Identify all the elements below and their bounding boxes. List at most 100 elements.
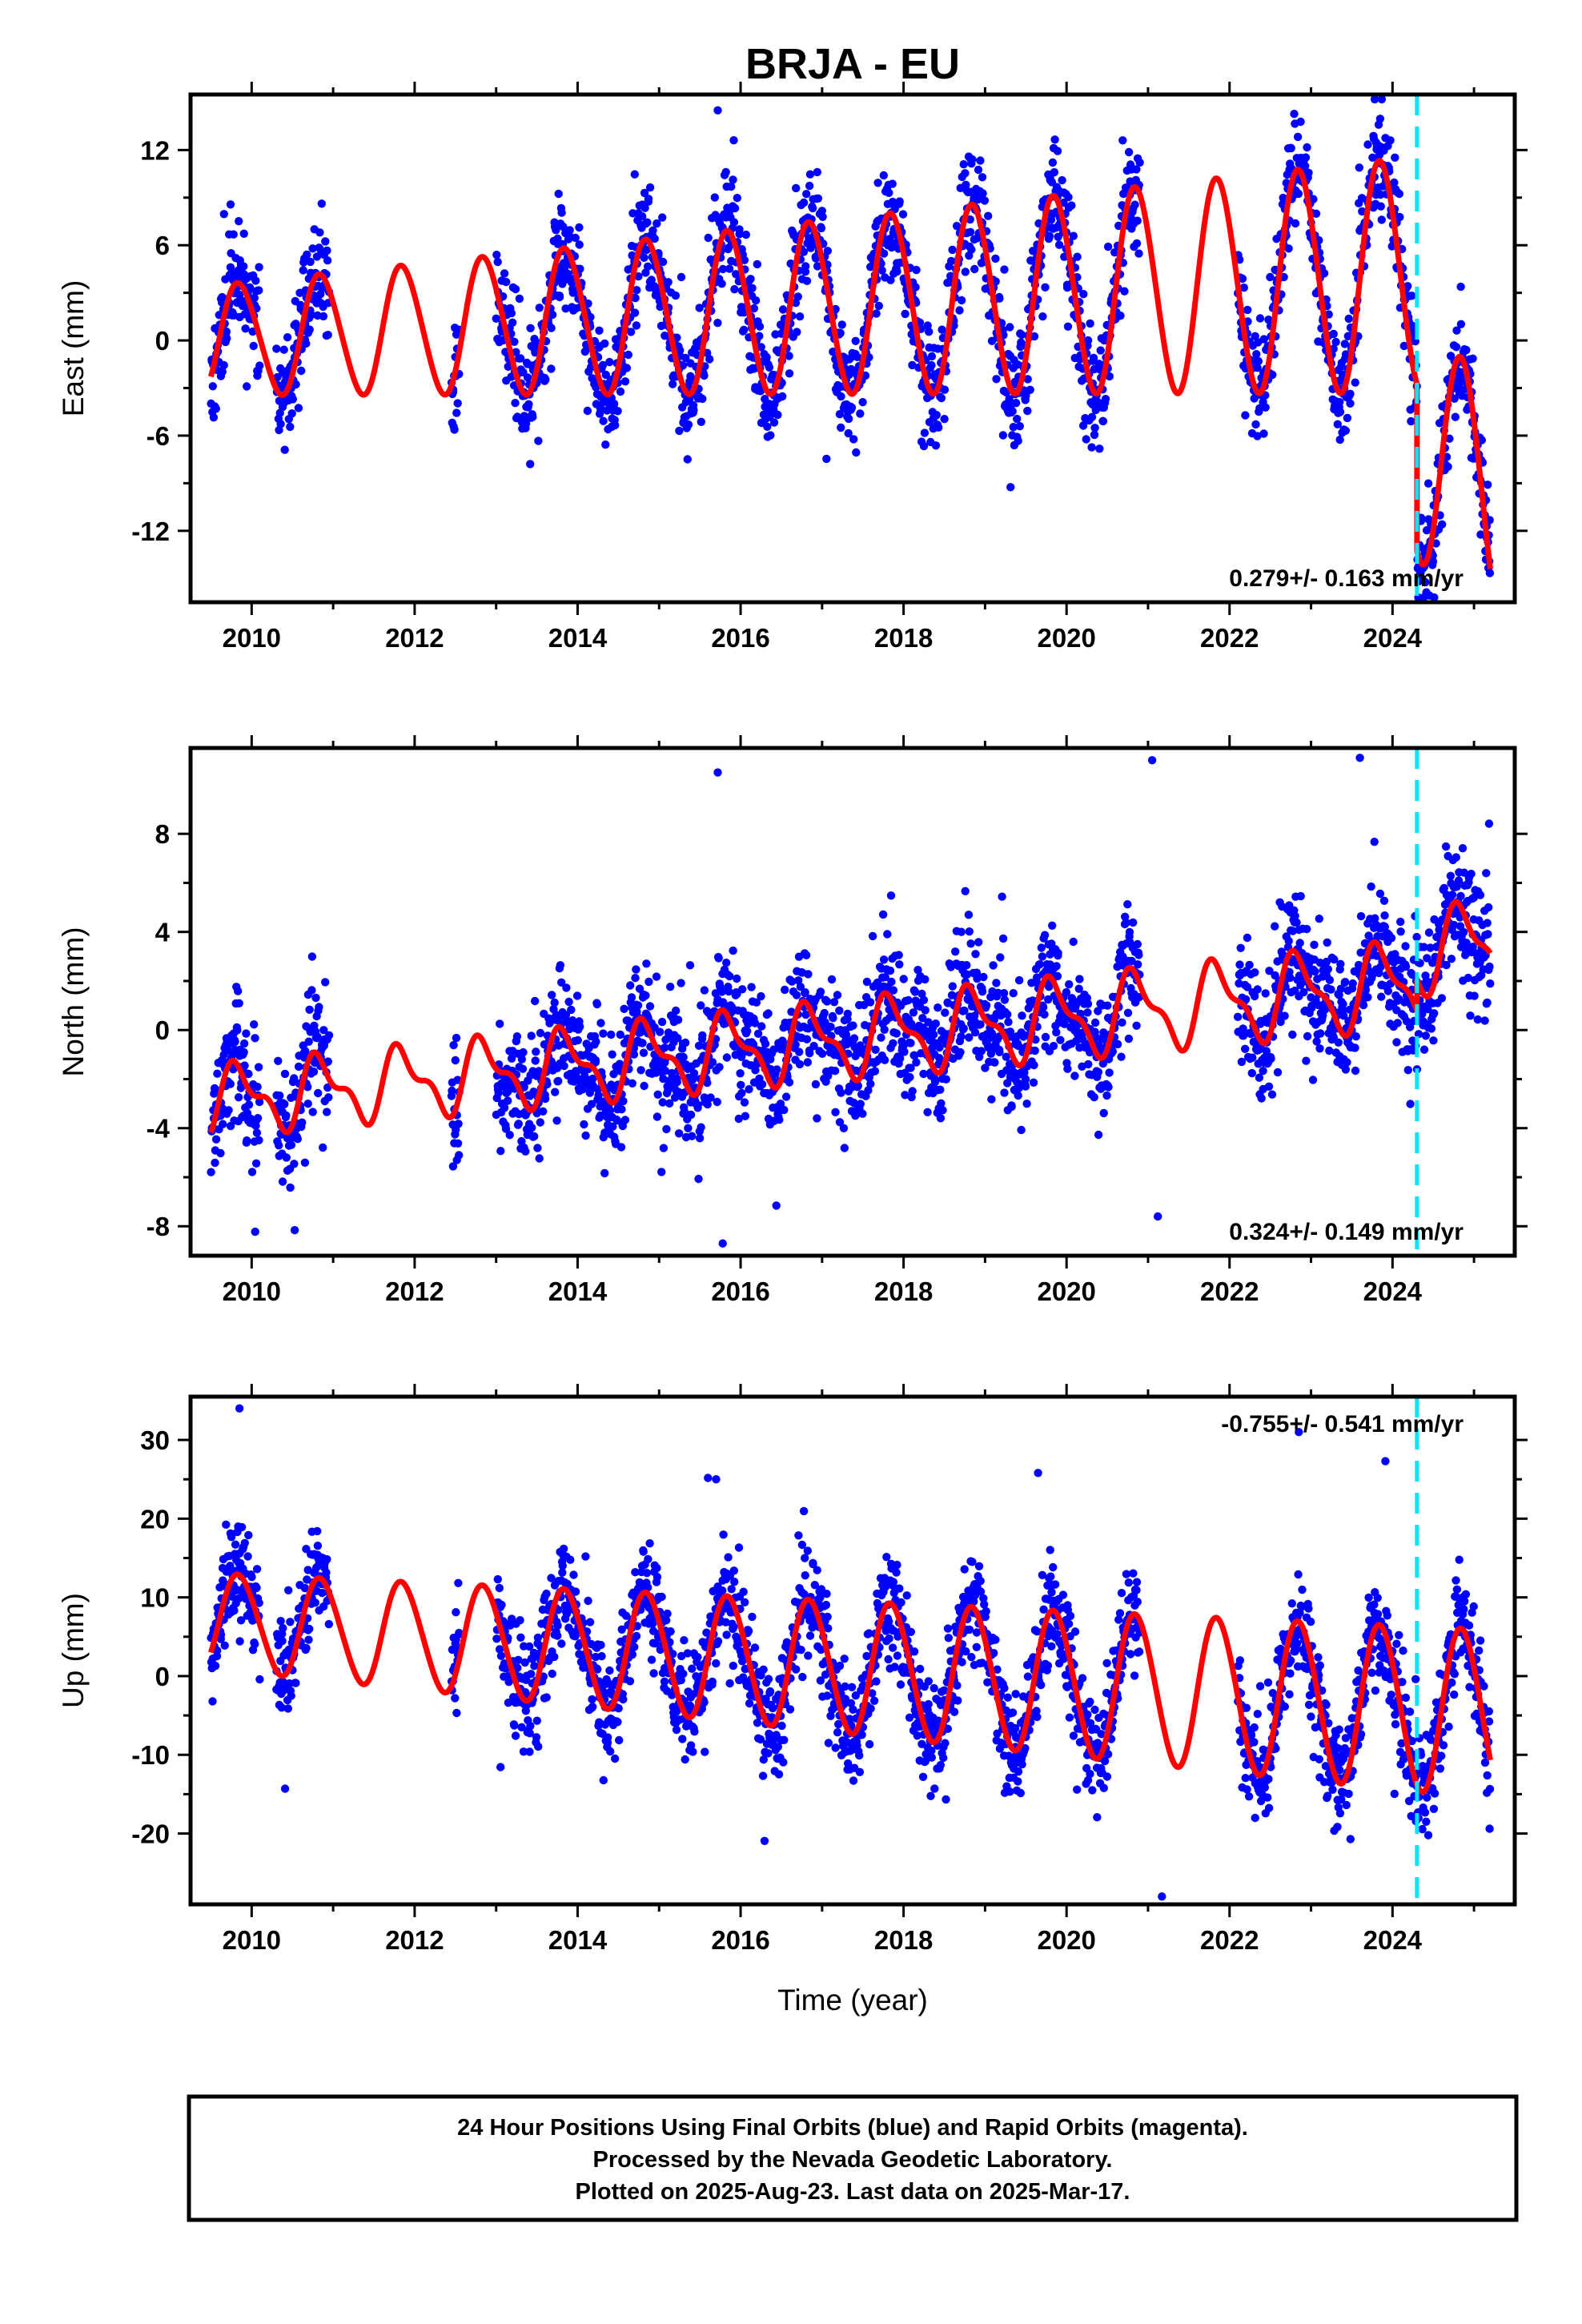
data-point (736, 1069, 745, 1078)
data-point (304, 1037, 313, 1046)
data-point (1429, 1036, 1438, 1045)
data-point (580, 1120, 588, 1129)
data-point (681, 353, 690, 363)
data-point (541, 375, 550, 384)
data-point (573, 1035, 582, 1045)
data-point (805, 170, 815, 179)
data-point (251, 1227, 259, 1236)
data-point (599, 416, 608, 425)
data-point (1301, 153, 1311, 162)
data-point (591, 1055, 600, 1065)
data-point (510, 337, 519, 346)
data-point (1273, 1068, 1283, 1077)
data-point (492, 314, 500, 323)
data-point (280, 1069, 290, 1079)
data-point (1035, 960, 1045, 969)
data-point (1346, 399, 1355, 408)
data-point (1000, 1088, 1009, 1097)
data-point (795, 312, 805, 321)
data-point (730, 285, 739, 294)
data-point (892, 1029, 901, 1038)
data-point (220, 1641, 229, 1650)
data-point (1014, 975, 1024, 985)
data-point (1038, 1003, 1048, 1011)
data-point (226, 263, 235, 271)
data-point (652, 972, 661, 981)
data-point (684, 1124, 693, 1133)
data-point (630, 308, 640, 317)
data-point (792, 183, 801, 193)
data-point (511, 284, 520, 294)
data-point (974, 165, 983, 175)
data-point (1132, 1021, 1141, 1031)
data-point (889, 986, 898, 995)
data-point (962, 961, 971, 970)
data-point (640, 188, 649, 198)
data-point (1375, 115, 1385, 123)
data-point (885, 966, 895, 975)
data-point (243, 382, 251, 391)
data-point (801, 262, 810, 271)
data-point (677, 272, 686, 282)
data-point (307, 952, 317, 961)
data-point (847, 403, 857, 412)
data-point (698, 1031, 707, 1040)
data-point (685, 395, 694, 404)
data-point (740, 1098, 749, 1107)
data-point (757, 1080, 767, 1089)
data-point (964, 911, 974, 919)
outlier-point (713, 768, 722, 777)
data-point (245, 283, 255, 292)
data-point (1116, 312, 1125, 320)
data-point (956, 1047, 965, 1057)
data-point (1233, 1012, 1243, 1022)
data-point (1387, 934, 1396, 943)
data-point (1037, 943, 1046, 952)
data-point (304, 1635, 313, 1644)
data-point (1241, 1044, 1250, 1054)
data-point (1484, 903, 1493, 912)
data-point (976, 1020, 985, 1029)
data-point (1251, 968, 1259, 977)
data-point (1292, 918, 1301, 927)
data-point (640, 1081, 648, 1091)
data-point (1079, 290, 1088, 299)
data-point (632, 965, 640, 974)
data-point (622, 364, 632, 372)
data-point (940, 385, 950, 394)
data-point (965, 927, 974, 936)
data-point (880, 1025, 889, 1035)
data-point (211, 1135, 221, 1144)
data-point (822, 997, 832, 1006)
panel-east: 2010 2012 2014 2016 2018 2020 2022 20241260-6-1… (57, 82, 1528, 653)
data-point (1090, 1018, 1100, 1027)
y-tick-label: 12 (140, 135, 170, 165)
x-tick-label: 2024 (1363, 623, 1423, 653)
data-point (888, 179, 897, 188)
data-point (970, 1028, 980, 1037)
data-point (729, 175, 737, 184)
data-point (1243, 933, 1252, 943)
data-point (652, 219, 661, 228)
data-point (1456, 891, 1465, 901)
data-point (698, 394, 707, 404)
data-point (1336, 959, 1345, 969)
data-point (1456, 320, 1466, 328)
data-point (1355, 163, 1364, 172)
data-point (713, 319, 722, 328)
data-point (454, 1120, 463, 1128)
x-tick-label: 2020 (1037, 1277, 1095, 1306)
data-point (934, 423, 943, 432)
data-point (725, 971, 734, 981)
data-point (556, 961, 565, 970)
data-point (805, 181, 814, 191)
outlier-point (1355, 754, 1364, 762)
data-point (817, 1049, 827, 1059)
data-point (1271, 922, 1279, 931)
data-point (919, 1069, 928, 1079)
data-point (799, 247, 809, 256)
data-point (991, 254, 1000, 263)
data-point (977, 1047, 986, 1055)
data-point (813, 167, 821, 177)
data-point (239, 262, 248, 271)
